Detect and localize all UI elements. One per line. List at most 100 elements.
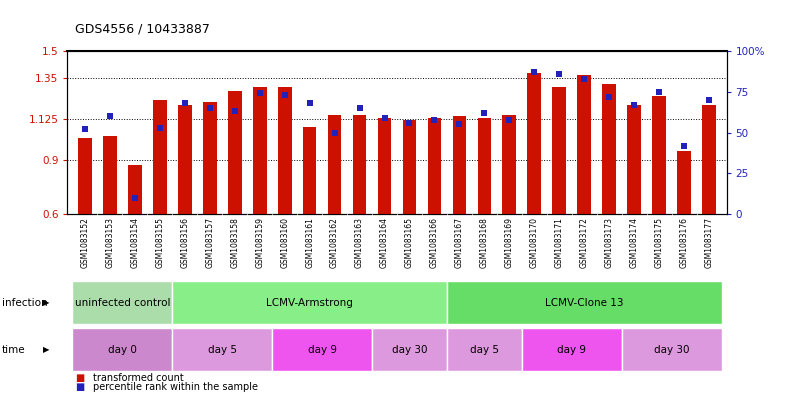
Text: GSM1083158: GSM1083158 xyxy=(230,217,239,268)
Bar xyxy=(702,105,716,214)
Text: GSM1083167: GSM1083167 xyxy=(455,217,464,268)
Text: GSM1083174: GSM1083174 xyxy=(630,217,638,268)
Text: GSM1083152: GSM1083152 xyxy=(80,217,90,268)
Bar xyxy=(272,328,372,371)
Bar xyxy=(477,118,491,214)
Text: GSM1083159: GSM1083159 xyxy=(255,217,264,268)
Point xyxy=(678,143,691,149)
Point xyxy=(79,126,91,132)
Text: ■: ■ xyxy=(75,373,85,383)
Text: GSM1083157: GSM1083157 xyxy=(206,217,214,268)
Text: GSM1083177: GSM1083177 xyxy=(704,217,714,268)
Point xyxy=(129,195,141,201)
Bar xyxy=(103,136,117,214)
Bar xyxy=(328,114,341,214)
Point xyxy=(478,110,491,116)
Text: GSM1083168: GSM1083168 xyxy=(480,217,489,268)
Bar xyxy=(403,120,416,214)
Bar xyxy=(178,105,191,214)
Point xyxy=(253,90,266,97)
Bar xyxy=(303,127,317,214)
Point xyxy=(353,105,366,111)
Bar xyxy=(172,281,447,324)
Point xyxy=(453,121,466,128)
Bar xyxy=(577,75,591,214)
Point xyxy=(403,120,416,126)
Text: GDS4556 / 10433887: GDS4556 / 10433887 xyxy=(75,22,210,35)
Point xyxy=(103,113,116,119)
Text: day 30: day 30 xyxy=(391,345,427,355)
Bar xyxy=(78,138,92,214)
Bar xyxy=(447,281,722,324)
Bar xyxy=(153,100,167,214)
Text: day 9: day 9 xyxy=(557,345,586,355)
Bar xyxy=(372,328,447,371)
Point xyxy=(328,129,341,136)
Point xyxy=(578,76,591,82)
Bar xyxy=(278,87,291,214)
Text: GSM1083165: GSM1083165 xyxy=(405,217,414,268)
Point xyxy=(653,89,665,95)
Point xyxy=(628,102,641,108)
Text: GSM1083160: GSM1083160 xyxy=(280,217,289,268)
Bar xyxy=(353,114,366,214)
Bar xyxy=(652,96,666,214)
Text: ▶: ▶ xyxy=(43,345,49,354)
Text: day 30: day 30 xyxy=(653,345,689,355)
Text: day 9: day 9 xyxy=(307,345,337,355)
Bar xyxy=(378,118,391,214)
Bar xyxy=(527,73,542,214)
Bar xyxy=(503,114,516,214)
Point xyxy=(603,94,615,100)
Text: GSM1083162: GSM1083162 xyxy=(330,217,339,268)
Bar xyxy=(128,165,142,214)
Text: LCMV-Armstrong: LCMV-Armstrong xyxy=(266,298,353,308)
Text: percentile rank within the sample: percentile rank within the sample xyxy=(93,382,258,392)
Bar xyxy=(603,84,616,214)
Bar xyxy=(627,105,641,214)
Text: GSM1083169: GSM1083169 xyxy=(505,217,514,268)
Text: day 5: day 5 xyxy=(470,345,499,355)
Text: time: time xyxy=(2,345,25,355)
Text: infection: infection xyxy=(2,298,47,308)
Bar xyxy=(522,328,622,371)
Bar xyxy=(252,87,267,214)
Point xyxy=(528,69,541,75)
Text: transformed count: transformed count xyxy=(93,373,183,383)
Point xyxy=(503,116,515,123)
Text: GSM1083171: GSM1083171 xyxy=(555,217,564,268)
Point xyxy=(378,115,391,121)
Point xyxy=(428,116,441,123)
Point xyxy=(303,100,316,107)
Point xyxy=(553,71,565,77)
Text: GSM1083163: GSM1083163 xyxy=(355,217,364,268)
Point xyxy=(179,100,191,107)
Point xyxy=(203,105,216,111)
Point xyxy=(279,92,291,98)
Text: GSM1083153: GSM1083153 xyxy=(106,217,114,268)
Text: GSM1083156: GSM1083156 xyxy=(180,217,189,268)
Text: day 5: day 5 xyxy=(208,345,237,355)
Bar xyxy=(677,151,691,214)
Bar xyxy=(453,116,466,214)
Point xyxy=(229,108,241,115)
Text: GSM1083166: GSM1083166 xyxy=(430,217,439,268)
Bar xyxy=(428,118,441,214)
Text: GSM1083176: GSM1083176 xyxy=(680,217,688,268)
Bar xyxy=(553,87,566,214)
Text: GSM1083164: GSM1083164 xyxy=(380,217,389,268)
Text: GSM1083170: GSM1083170 xyxy=(530,217,539,268)
Bar xyxy=(447,328,522,371)
Text: GSM1083161: GSM1083161 xyxy=(305,217,314,268)
Bar xyxy=(203,102,217,214)
Text: LCMV-Clone 13: LCMV-Clone 13 xyxy=(545,298,623,308)
Bar xyxy=(622,328,722,371)
Bar xyxy=(72,328,172,371)
Bar xyxy=(72,281,172,324)
Text: GSM1083172: GSM1083172 xyxy=(580,217,588,268)
Text: day 0: day 0 xyxy=(108,345,137,355)
Text: GSM1083154: GSM1083154 xyxy=(130,217,140,268)
Text: GSM1083173: GSM1083173 xyxy=(605,217,614,268)
Point xyxy=(703,97,715,103)
Text: uninfected control: uninfected control xyxy=(75,298,170,308)
